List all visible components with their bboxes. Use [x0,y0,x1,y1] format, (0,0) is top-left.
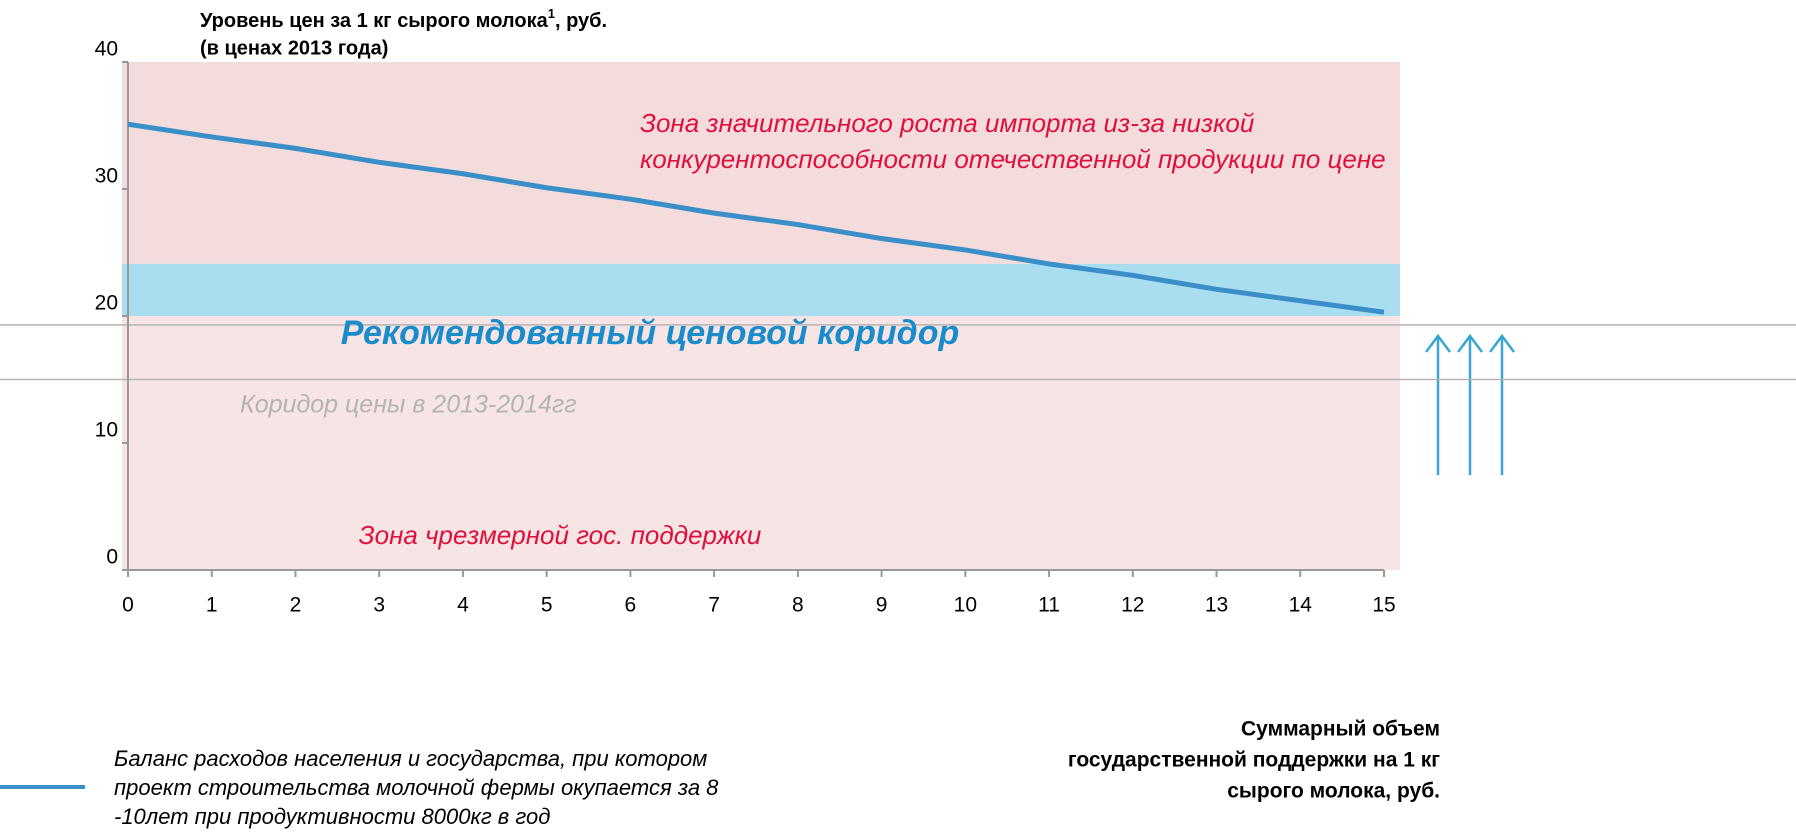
x-tick-label: 11 [1038,594,1060,617]
zone-label: конкурентоспособности отечественной прод… [640,144,1386,174]
x-tick-label: 7 [708,594,720,617]
y-tick-label: 30 [95,165,118,188]
x-tick-label: 10 [954,594,977,617]
zone [122,62,1400,264]
x-tick-label: 1 [206,594,218,617]
y-tick-label: 20 [95,292,118,315]
x-tick-label: 13 [1205,594,1228,617]
x-tick-label: 4 [457,594,469,617]
legend-label: -10лет при продуктивности 8000кг в год [114,804,550,829]
x-axis-label: государственной поддержки на 1 кг [1068,749,1440,772]
x-tick-label: 3 [373,594,385,617]
x-axis-label: сырого молока, руб. [1227,780,1440,803]
zone [122,263,1400,316]
data-line [127,121,1385,315]
x-tick-label: 0 [122,594,134,617]
zone-label: Зона значительного роста импорта из-за н… [640,108,1254,138]
x-tick-label: 6 [625,594,637,617]
legend-label: Баланс расходов населения и государства,… [114,746,707,771]
y-tick-label: 0 [106,546,118,569]
x-tick-label: 9 [876,594,888,617]
title-sup: 1 [548,6,555,21]
x-tick-label: 8 [792,594,804,617]
chart-title: Уровень цен за 1 кг сырого молока1, руб. [200,6,607,32]
corridor-label: Коридор цены в 2013-2014гг [240,391,577,419]
title-text: , руб. [555,10,607,32]
x-tick-label: 12 [1121,594,1144,617]
x-tick-label: 15 [1372,594,1395,617]
x-tick-label: 5 [541,594,553,617]
arrows [1425,333,1515,475]
y-tick-label: 10 [95,419,118,442]
legend-label: проект строительства молочной фермы окуп… [114,775,719,800]
x-axis-label: Суммарный объем [1241,718,1440,741]
x-tick-label: 14 [1289,594,1313,617]
zone-label: Зона чрезмерной гос. поддержки [359,520,762,550]
y-tick-label: 40 [95,38,118,61]
zone [122,316,1400,570]
x-tick-label: 2 [290,594,302,617]
zone-label: Рекомендованный ценовой коридор [341,314,960,352]
chart-subtitle: (в ценах 2013 года) [200,37,388,59]
title-text: Уровень цен за 1 кг сырого молока [200,10,549,32]
